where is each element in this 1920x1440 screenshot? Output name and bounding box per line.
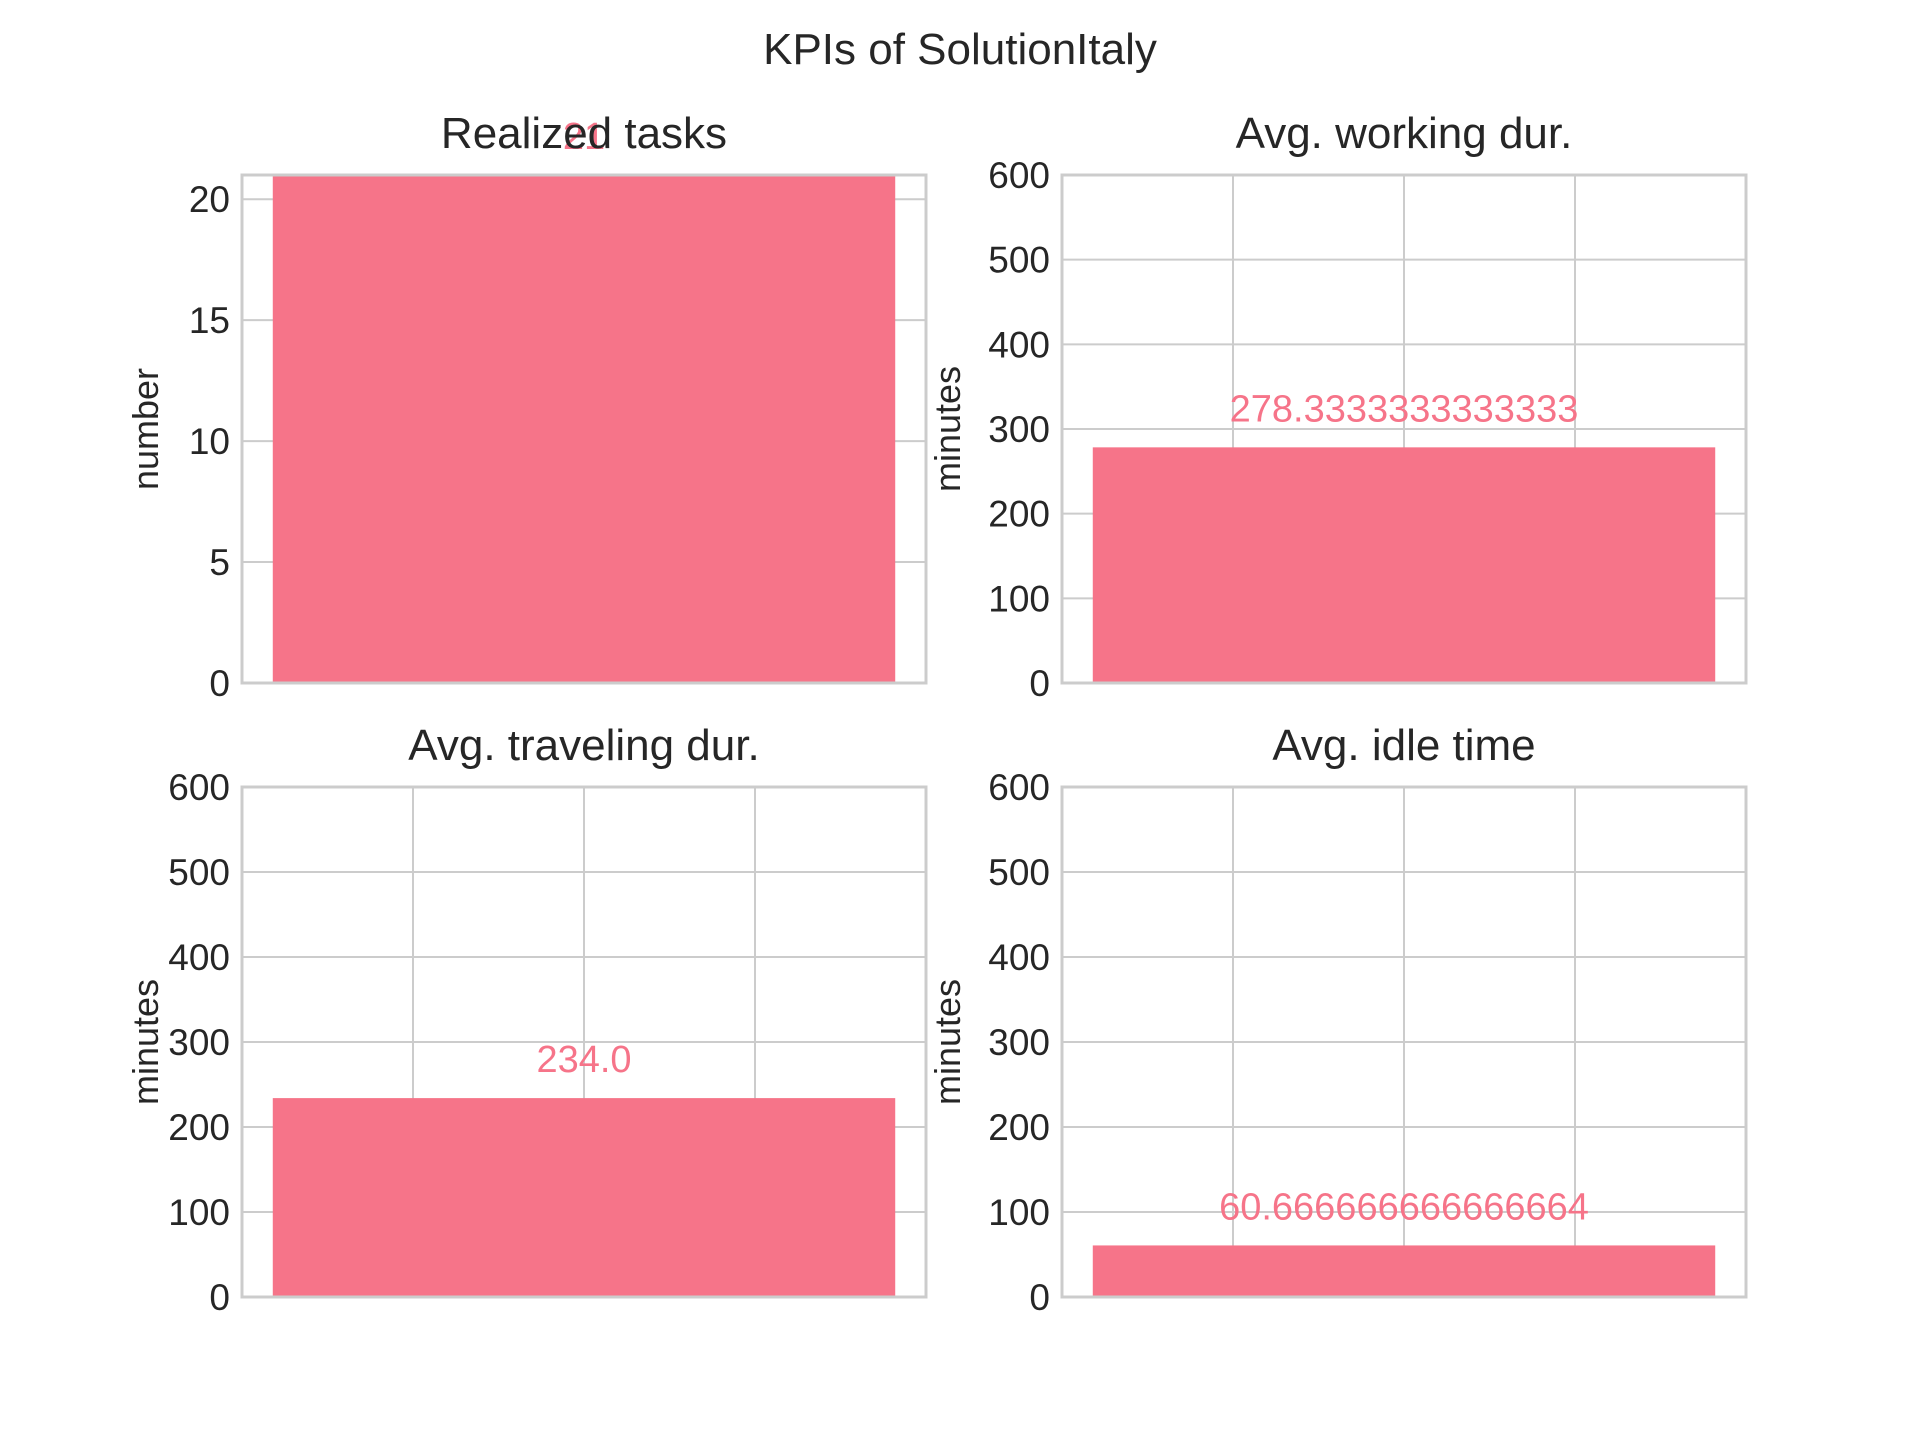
y-axis-label: minutes — [927, 366, 968, 492]
bar — [1092, 447, 1716, 683]
bar — [1092, 1245, 1716, 1297]
panel-frame — [1060, 173, 1748, 685]
y-tick-label: 500 — [168, 852, 230, 893]
y-tick-label: 300 — [988, 1022, 1050, 1063]
y-tick-label: 10 — [189, 421, 230, 462]
y-tick-label: 400 — [988, 324, 1050, 365]
bar-value-label: 278.3333333333333 — [1230, 388, 1579, 430]
y-tick-label: 600 — [988, 767, 1050, 808]
y-axis-label: minutes — [927, 979, 968, 1105]
panel-frame — [240, 785, 928, 1299]
y-tick-label: 100 — [988, 578, 1050, 619]
panel-title: Avg. working dur. — [1236, 109, 1573, 158]
bar — [272, 175, 896, 683]
y-tick-label: 600 — [168, 767, 230, 808]
y-axis-label: number — [125, 368, 166, 490]
panel-title: Avg. traveling dur. — [408, 721, 759, 770]
panel-title: Realized tasks — [441, 109, 727, 158]
y-tick-label: 300 — [988, 409, 1050, 450]
figure-title: KPIs of SolutionItaly — [763, 25, 1157, 74]
bar-value-label: 234.0 — [536, 1039, 631, 1081]
y-tick-label: 20 — [189, 179, 230, 220]
y-tick-label: 0 — [209, 1277, 230, 1318]
y-tick-label: 100 — [168, 1192, 230, 1233]
y-tick-label: 500 — [988, 240, 1050, 281]
y-tick-label: 100 — [988, 1192, 1050, 1233]
chart-panel-4: 0 100 200 300 400 500 600 60.666666666666664 Avg… — [927, 721, 1748, 1318]
y-tick-label: 400 — [988, 937, 1050, 978]
y-tick-label: 300 — [168, 1022, 230, 1063]
panel-frame — [1060, 785, 1748, 1299]
y-tick-label: 600 — [988, 155, 1050, 196]
bar-value-label: 21 — [563, 116, 605, 158]
y-tick-label: 500 — [988, 852, 1050, 893]
chart-panel-2: 0 100 200 300 400 500 600 278.3333333333333 Avg.… — [927, 109, 1748, 704]
y-tick-label: 5 — [209, 542, 230, 583]
y-tick-label: 400 — [168, 937, 230, 978]
y-axis-label: minutes — [125, 979, 166, 1105]
y-tick-label: 0 — [209, 663, 230, 704]
y-tick-label: 200 — [988, 494, 1050, 535]
panel-frame — [240, 173, 928, 685]
y-tick-label: 200 — [988, 1107, 1050, 1148]
bar — [272, 1098, 896, 1297]
y-tick-label: 0 — [1029, 663, 1050, 704]
y-tick-label: 0 — [1029, 1277, 1050, 1318]
chart-panel-3: 0 100 200 300 400 500 600 234.0 Avg. traveling d… — [125, 721, 928, 1318]
y-tick-label: 200 — [168, 1107, 230, 1148]
bar-value-label: 60.666666666666664 — [1219, 1186, 1589, 1228]
panel-title: Avg. idle time — [1272, 721, 1535, 770]
y-tick-label: 15 — [189, 300, 230, 341]
